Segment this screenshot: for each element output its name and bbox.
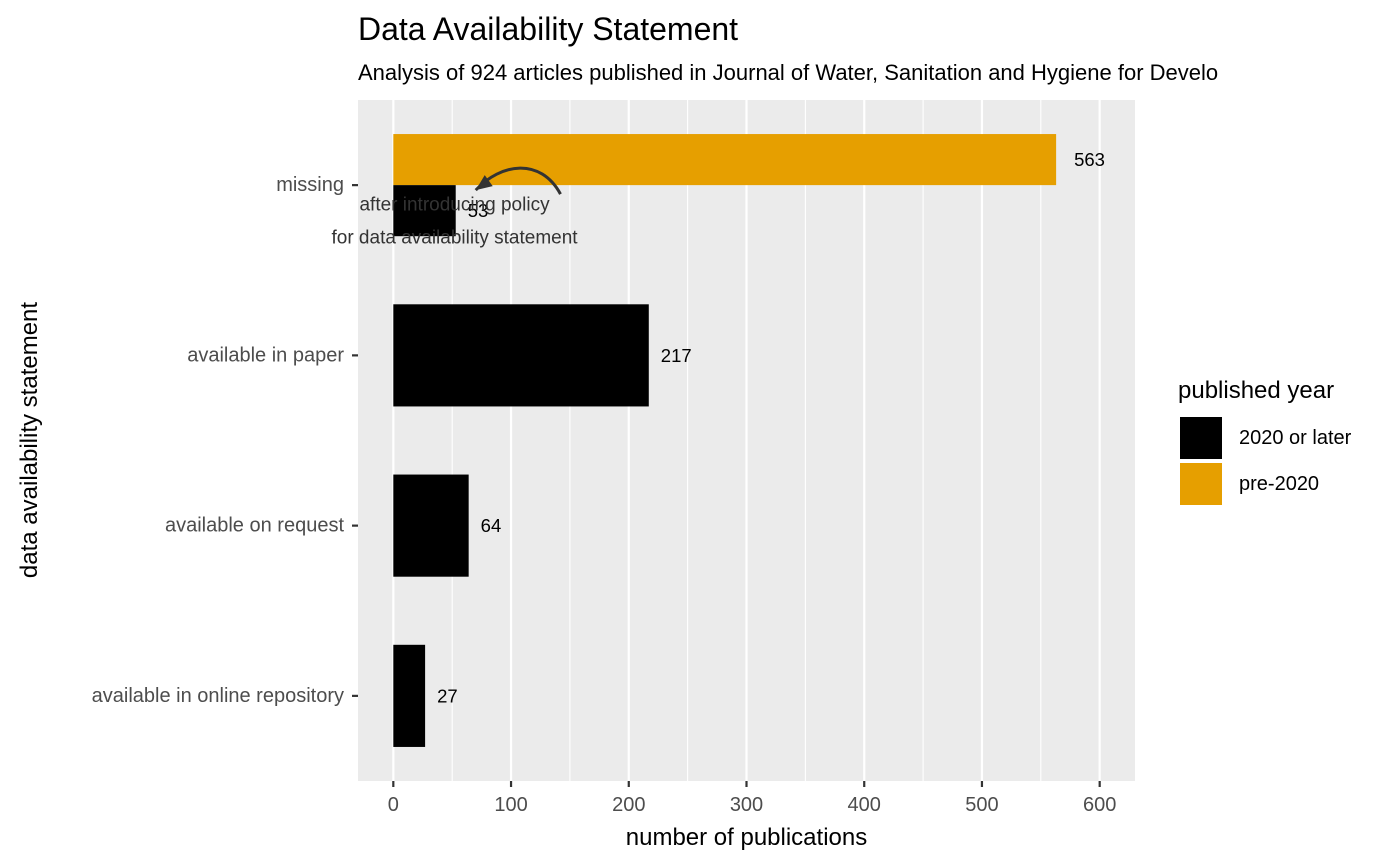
x-tick-label-600: 600: [1083, 794, 1116, 816]
bar-label-2020-or-later-missing: 53: [468, 200, 489, 221]
chart-subtitle: Analysis of 924 articles published in Jo…: [358, 60, 1218, 85]
bar-2020-or-later-available-on-request: [393, 474, 469, 577]
bar-labels: 563 53 217 64 27: [437, 149, 1105, 706]
x-tick-label-400: 400: [848, 794, 881, 816]
bar-label-pre-2020-missing: 563: [1074, 149, 1105, 170]
x-tick-label-100: 100: [494, 794, 527, 816]
legend-swatch-pre-2020: [1178, 461, 1224, 507]
bars: [393, 134, 1057, 747]
y-tick-label-available-on-request: available on request: [165, 515, 344, 537]
x-axis-title: number of publications: [626, 824, 867, 851]
annotation-text-line: for data availability statement: [331, 228, 578, 249]
annotation-text-line: after introducing policy: [359, 195, 550, 216]
annotation: after introducing policy for data availab…: [331, 166, 578, 249]
y-axis-title: data availability statement: [16, 302, 43, 578]
y-tick-label-available-in-online-repository: available in online repository: [92, 685, 344, 707]
annotation-arrowhead: [475, 175, 493, 191]
chart-title: Data Availability Statement: [358, 11, 738, 47]
bar-label-2020-or-later-available-in-paper: 217: [661, 345, 692, 366]
y-tick-label-available-in-paper: available in paper: [187, 344, 344, 366]
bar-2020-or-later-available-in-online-repository: [393, 644, 426, 747]
bar-label-2020-or-later-available-on-request: 64: [481, 515, 502, 536]
legend-title: published year: [1178, 377, 1334, 404]
y-tick-label-missing: missing: [276, 174, 344, 196]
x-axis: 0 100 200 300 400 500 600: [388, 781, 1116, 816]
legend-label-pre-2020: pre-2020: [1239, 473, 1319, 495]
x-tick-label-200: 200: [612, 794, 645, 816]
bar-label-2020-or-later-available-in-online-repository: 27: [437, 685, 458, 706]
x-tick-label-0: 0: [388, 794, 399, 816]
legend-label-2020-or-later: 2020 or later: [1239, 427, 1352, 449]
y-axis: missing available in paper available on re…: [92, 174, 358, 707]
legend-swatch-2020-or-later: [1178, 415, 1224, 461]
bar-2020-or-later-available-in-paper: [393, 304, 649, 407]
bar-2020-or-later-missing: [393, 185, 456, 237]
x-tick-label-500: 500: [965, 794, 998, 816]
bar-pre-2020-missing: [393, 134, 1057, 186]
legend: published year 2020 or later pre-2020: [1178, 377, 1352, 507]
x-tick-label-300: 300: [730, 794, 763, 816]
